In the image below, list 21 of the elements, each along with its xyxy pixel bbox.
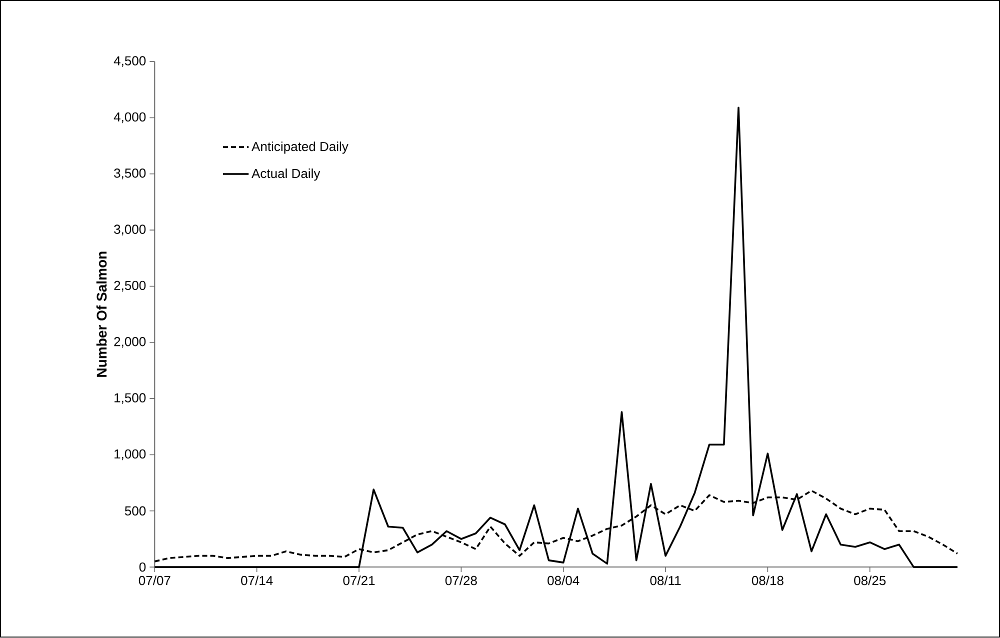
y-tick-label: 3,000 xyxy=(114,224,146,236)
y-tick-label: 1,000 xyxy=(114,450,146,460)
y-tick-label: 0 xyxy=(139,562,146,572)
x-tick-label: 07/21 xyxy=(343,576,375,586)
y-tick-label: 2,000 xyxy=(114,337,146,348)
y-tick-label: 500 xyxy=(124,506,146,516)
x-tick-label: 07/14 xyxy=(241,576,273,586)
y-tick-label: 4,500 xyxy=(114,56,146,68)
x-tick-label: 07/07 xyxy=(138,576,170,586)
x-tick-label: 07/28 xyxy=(445,576,477,586)
y-axis-title: Number Of Salmon xyxy=(96,252,107,378)
legend-label: Anticipated Daily xyxy=(252,142,348,154)
legend-label: Actual Daily xyxy=(252,168,320,181)
y-tick-label: 4,000 xyxy=(114,112,146,124)
y-tick-label: 2,500 xyxy=(114,281,146,292)
x-tick-label: 08/25 xyxy=(854,576,886,586)
y-tick-label: 1,500 xyxy=(114,393,146,404)
y-tick-label: 3,500 xyxy=(114,168,146,180)
x-tick-label: 08/11 xyxy=(650,576,681,586)
x-tick-label: 08/18 xyxy=(752,576,784,586)
x-tick-label: 08/04 xyxy=(548,576,580,586)
